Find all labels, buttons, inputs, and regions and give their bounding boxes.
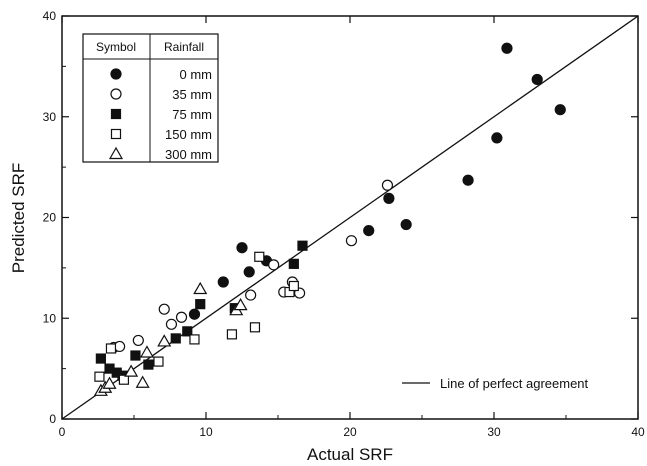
data-point (531, 73, 543, 86)
data-point (135, 375, 150, 388)
y-tick-label: 10 (43, 311, 57, 325)
data-point (118, 374, 130, 385)
y-tick-label: 0 (49, 412, 56, 426)
legend-marker (110, 68, 122, 80)
data-point (157, 334, 172, 347)
data-point (170, 333, 181, 344)
y-tick-label: 20 (43, 211, 57, 225)
perfect-agreement-line (61, 15, 639, 420)
data-point (491, 132, 503, 144)
legend-marker (108, 146, 124, 160)
data-point (462, 174, 474, 186)
data-point (105, 343, 117, 354)
data-point (175, 311, 188, 323)
legend-header-rainfall: Rainfall (164, 40, 204, 54)
data-point (113, 340, 126, 353)
data-point (243, 266, 255, 278)
x-tick-label: 40 (631, 425, 645, 439)
data-point (94, 371, 105, 382)
data-point (158, 303, 170, 315)
data-point (226, 329, 238, 340)
data-point (381, 179, 394, 191)
data-point (400, 218, 412, 231)
reference-line-label: Line of perfect agreement (440, 376, 589, 391)
data-point (363, 224, 375, 237)
data-point (249, 322, 261, 333)
data-point (254, 251, 265, 262)
data-point (236, 242, 248, 254)
legend: Symbol Rainfall 0 mm 35 mm 75 mm 150 mm 300 … (82, 33, 219, 163)
legend-label: 75 mm (172, 107, 212, 122)
data-point (217, 276, 229, 288)
data-point (165, 318, 178, 330)
data-point (288, 280, 299, 292)
legend-marker (110, 128, 122, 140)
data-point (297, 240, 308, 251)
y-axis-label: Predicted SRF (9, 163, 28, 274)
data-point (554, 104, 566, 116)
data-point (193, 281, 208, 295)
data-point (233, 297, 248, 311)
legend-label: 150 mm (165, 127, 212, 142)
legend-label: 35 mm (172, 87, 212, 102)
x-tick-label: 10 (199, 425, 213, 439)
legend-marker (110, 108, 122, 120)
data-point (182, 326, 193, 337)
legend-label: 300 mm (165, 147, 212, 162)
data-point (95, 353, 106, 364)
y-tick-label: 40 (43, 9, 57, 23)
data-point (188, 308, 201, 320)
data-point (189, 334, 200, 345)
x-axis-label: Actual SRF (307, 445, 393, 464)
reference-line-key: Line of perfect agreement (402, 376, 589, 391)
legend-marker (110, 88, 122, 100)
data-point (195, 299, 206, 310)
data-point (288, 258, 299, 269)
x-tick-label: 20 (343, 425, 357, 439)
data-point (245, 289, 257, 301)
data-point (153, 356, 164, 367)
data-point (143, 359, 154, 370)
data-point (139, 345, 154, 358)
data-point (345, 235, 358, 247)
y-tick-label: 30 (43, 110, 57, 124)
legend-header-symbol: Symbol (96, 40, 136, 54)
x-tick-label: 0 (59, 425, 66, 439)
data-point (501, 42, 513, 54)
data-point (102, 376, 117, 389)
data-point (132, 334, 144, 347)
x-tick-label: 30 (487, 425, 501, 439)
data-point (383, 192, 395, 204)
data-point (124, 364, 139, 377)
data-point (130, 350, 141, 361)
data-point (268, 259, 280, 271)
legend-label: 0 mm (180, 67, 213, 82)
